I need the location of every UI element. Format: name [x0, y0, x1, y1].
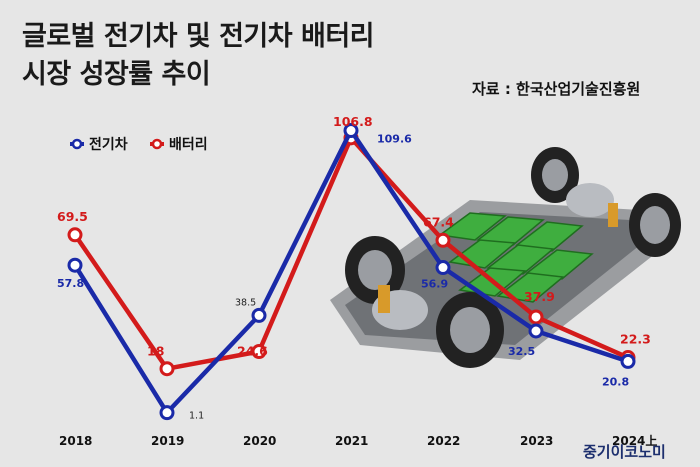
ev-point: [435, 260, 451, 276]
title-line-2: 시장 성장률 추이: [22, 59, 211, 90]
battery-value-label: 106.8: [333, 114, 373, 129]
ev-value-label: 1.1: [189, 411, 204, 422]
battery-point: [251, 344, 267, 360]
battery-value-label: 24.6: [237, 344, 268, 359]
ev-point: [343, 123, 359, 139]
ev-value-label: 56.9: [421, 278, 448, 291]
ev-point: [67, 257, 83, 273]
ev-point: [251, 307, 267, 323]
x-tick-label: 2022: [427, 434, 460, 448]
ev-value-label: 32.5: [508, 345, 535, 358]
ev-point: [620, 353, 636, 369]
publisher-watermark: 중기이코노미: [583, 443, 666, 461]
ev-point: [528, 323, 544, 339]
x-tick-label: 2024上: [612, 433, 657, 448]
ev-value-label: 57.8: [57, 277, 84, 290]
legend: 전기차 배터리: [70, 136, 208, 153]
ev-value-label: 38.5: [235, 297, 256, 308]
legend-label-ev: 전기차: [89, 136, 128, 153]
x-tick-label: 2023: [520, 434, 553, 448]
battery-point: [159, 361, 175, 377]
title-line-1: 글로벌 전기차 및 전기차 배터리: [22, 21, 375, 52]
x-tick-label: 2019: [151, 434, 184, 448]
chart-title: 글로벌 전기차 및 전기차 배터리 시장 성장률 추이: [22, 18, 375, 94]
battery-point: [67, 227, 83, 243]
ev-value-label: 109.6: [377, 133, 412, 146]
battery-value-label: 69.5: [57, 209, 88, 224]
battery-value-label: 22.3: [620, 332, 651, 347]
x-tick-label: 2021: [335, 434, 368, 448]
ev-value-label: 20.8: [602, 375, 629, 388]
legend-label-battery: 배터리: [169, 137, 208, 153]
source-note: 자료 : 한국산업기술진흥원: [472, 80, 641, 98]
battery-value-label: 18: [147, 344, 164, 359]
battery-point: [528, 309, 544, 325]
x-tick-label: 2020: [243, 434, 276, 448]
ev-point: [159, 405, 175, 421]
x-tick-label: 2018: [59, 434, 92, 448]
battery-value-label: 67.4: [423, 214, 454, 229]
battery-value-label: 37.9: [524, 289, 555, 304]
battery-point: [435, 232, 451, 248]
